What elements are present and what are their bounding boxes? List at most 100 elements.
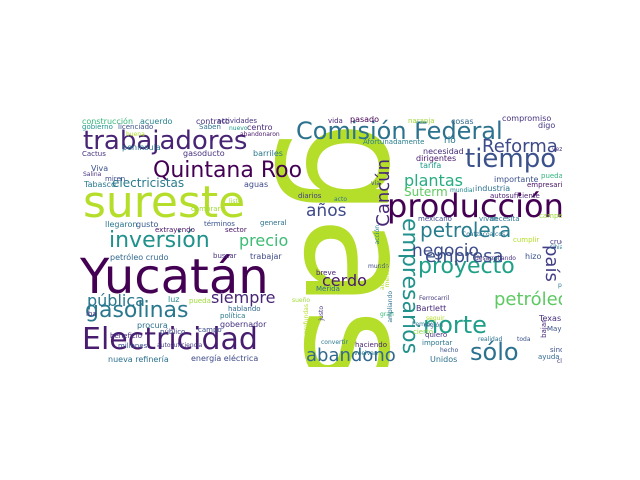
word: campeche xyxy=(539,212,562,220)
word: bajar xyxy=(540,320,548,338)
word: importante xyxy=(494,175,539,184)
word: aguas xyxy=(244,180,269,189)
word: Quintana Roo xyxy=(153,158,303,183)
word: importar xyxy=(422,339,453,347)
word: acto xyxy=(334,196,347,203)
word: pueda xyxy=(189,297,211,305)
word: Mérida xyxy=(316,285,340,293)
word: mundial xyxy=(450,187,475,194)
word: gran xyxy=(380,311,394,318)
word: naranja xyxy=(408,117,435,125)
word: Coatzacoalcos xyxy=(462,231,506,238)
word: rio xyxy=(444,136,456,146)
word: gobernador xyxy=(220,320,267,329)
word: miren xyxy=(105,175,126,183)
word: electricistas xyxy=(112,176,185,190)
word: mundo xyxy=(368,263,389,270)
word: quiero xyxy=(425,331,448,339)
word: petróleo xyxy=(494,289,562,310)
word: dirigentes xyxy=(416,154,457,163)
word: gobierno xyxy=(82,123,113,131)
word: cosas xyxy=(451,117,474,126)
word: crudo xyxy=(550,238,562,246)
word: Viva xyxy=(91,164,109,173)
word: periodo xyxy=(558,282,562,289)
word: buena xyxy=(126,131,145,138)
word: Afortunadamente xyxy=(363,138,425,146)
word: sueño xyxy=(292,297,311,304)
word: extrayendo xyxy=(155,226,195,234)
word: trabajar xyxy=(250,252,282,261)
word: vía xyxy=(371,180,380,187)
word: ayuda xyxy=(538,353,560,361)
word: beneficio xyxy=(110,332,142,340)
word: construcción xyxy=(82,117,134,126)
word: necesidad xyxy=(423,147,464,156)
word: buscar xyxy=(213,252,237,260)
word: realidad xyxy=(478,336,503,343)
word: Electricidad xyxy=(82,322,258,357)
word: campo xyxy=(198,326,222,334)
word: iba xyxy=(86,310,97,318)
word: petrolera xyxy=(420,218,512,242)
word: proyecto xyxy=(418,254,515,279)
word: cierto xyxy=(413,328,434,336)
word: público xyxy=(160,328,186,336)
word: Texas xyxy=(539,314,562,323)
word: Salina xyxy=(83,171,102,178)
word: trabajadores xyxy=(83,126,248,156)
word: vivan xyxy=(479,215,498,223)
word: hablando xyxy=(228,305,261,313)
word: precio xyxy=(239,231,289,250)
word: energía eléctrica xyxy=(191,354,259,363)
word: Unidos xyxy=(430,355,458,364)
word: región xyxy=(424,322,443,329)
word: seguir xyxy=(426,315,445,322)
word: Yucatán xyxy=(80,249,269,305)
word: luz xyxy=(168,295,180,304)
word: haciendo xyxy=(355,341,387,349)
word: Cancún xyxy=(373,159,394,227)
word: términos xyxy=(204,220,235,228)
word: vez xyxy=(552,146,562,153)
word: vuelvan xyxy=(354,350,378,357)
word: política xyxy=(220,312,246,320)
word: Suterm xyxy=(404,185,448,199)
word: acuerdo xyxy=(140,117,173,126)
word: industria xyxy=(475,184,511,193)
word: necesita xyxy=(490,215,520,223)
word: justo xyxy=(318,306,325,321)
word: hecho xyxy=(440,347,459,354)
word: breve xyxy=(316,269,336,277)
word: Saben xyxy=(199,123,221,131)
word: comprar xyxy=(191,205,221,213)
word: producción xyxy=(387,187,562,225)
word: tarifa xyxy=(420,161,442,170)
word: plantas xyxy=(404,171,463,190)
word: nuevo xyxy=(229,125,248,132)
word: acción xyxy=(374,225,381,245)
word: Tabasco xyxy=(84,180,116,189)
word: autosuficiencia xyxy=(157,342,203,349)
word: general xyxy=(260,219,287,227)
word: ampliando xyxy=(387,291,394,323)
word: gusto xyxy=(136,220,159,229)
word: empresarial xyxy=(527,181,562,189)
word: petróleo crudo xyxy=(110,253,169,262)
word: toda xyxy=(517,336,531,343)
word: hizo xyxy=(525,252,542,261)
word: mexicano xyxy=(418,215,452,223)
word: licenciado xyxy=(118,123,154,131)
word: Bartlett xyxy=(416,304,447,313)
word: norte xyxy=(423,311,487,339)
word: llegaron xyxy=(105,220,138,229)
word: sector xyxy=(225,226,247,234)
word: Chiapas xyxy=(550,244,562,251)
word: mercado xyxy=(384,261,391,288)
word: siempre xyxy=(211,288,276,307)
word: abandono xyxy=(306,345,396,366)
word: barriles xyxy=(253,149,283,158)
word: clase xyxy=(557,358,562,365)
word: Reforma xyxy=(482,136,558,157)
word: vida xyxy=(328,117,343,125)
